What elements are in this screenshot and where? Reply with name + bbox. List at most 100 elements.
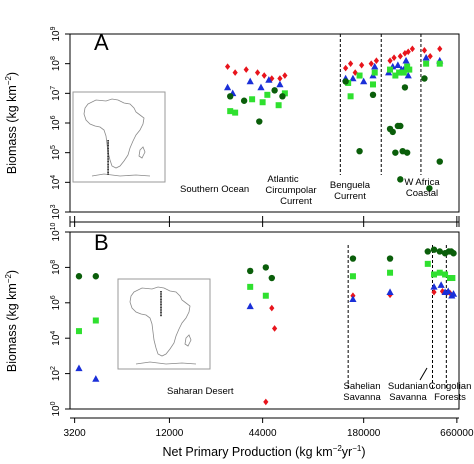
- data-point-birds-triangle: [246, 77, 254, 85]
- data-point-reptiles-square: [369, 81, 376, 88]
- data-point-fish-circle: [426, 185, 433, 192]
- data-point-mammals-diamond: [391, 54, 397, 62]
- transect-dot: [160, 303, 162, 305]
- transect-dot: [107, 168, 109, 170]
- data-point-reptiles-square: [396, 69, 403, 76]
- y-tick-label: 103: [50, 204, 62, 219]
- data-point-mammals-diamond: [352, 69, 358, 76]
- transect-dot: [107, 160, 109, 162]
- transect-dot: [107, 146, 109, 148]
- transect-dot: [160, 313, 162, 315]
- data-point-reptiles-square: [424, 260, 431, 267]
- transect-dot: [160, 307, 162, 309]
- data-point-reptiles-square: [92, 317, 99, 324]
- y-tick-label: 106: [50, 115, 62, 130]
- data-point-mammals-diamond: [224, 63, 231, 70]
- data-point-reptiles-square: [347, 93, 354, 100]
- data-point-fish-circle: [436, 158, 443, 165]
- data-point-mammals-diamond: [254, 69, 261, 76]
- data-point-fish-circle: [279, 93, 286, 100]
- x-tick-label: 12000: [156, 428, 184, 439]
- region-label-sudan-2: Savanna: [389, 392, 427, 403]
- panel-a-points: [223, 45, 444, 192]
- x-axis-label: Net Primary Production (kg km−2yr−1): [162, 444, 365, 459]
- panel-a-ylabel: Biomass (kg km−2): [4, 72, 19, 174]
- data-point-fish-circle: [262, 264, 270, 271]
- panel-b-inset-map: [117, 278, 211, 370]
- data-point-mammals-diamond: [343, 64, 349, 72]
- panel-b-yticks: 100 102 104 106 108 1010: [50, 222, 70, 417]
- data-point-fish-circle: [392, 149, 399, 156]
- data-point-fish-circle: [240, 97, 248, 104]
- x-tick-label: 180000: [347, 428, 381, 439]
- data-point-birds-triangle: [444, 287, 452, 295]
- data-point-birds-triangle: [449, 290, 458, 297]
- region-label-benguela-1: Benguela: [330, 180, 371, 191]
- y-tick-label: 109: [50, 26, 62, 41]
- y-tick-label: 108: [50, 56, 62, 71]
- data-point-birds-triangle: [402, 56, 410, 64]
- data-point-reptiles-square: [387, 66, 394, 73]
- transect-dot: [107, 154, 109, 156]
- panel-b-ylabel: Biomass (kg km−2): [4, 270, 19, 372]
- transect-dot: [107, 159, 109, 161]
- data-point-fish-circle: [227, 93, 234, 100]
- data-point-fish-circle: [349, 255, 357, 262]
- panel-a-boundaries: [339, 34, 422, 175]
- data-point-fish-circle: [421, 75, 428, 82]
- region-label-saharan: Saharan Desert: [167, 386, 234, 397]
- data-point-reptiles-square: [406, 66, 413, 73]
- transect-dot: [107, 148, 109, 150]
- transect-dot: [107, 162, 109, 164]
- data-point-reptiles-square: [232, 109, 239, 116]
- panel-b-boundaries: [347, 245, 447, 388]
- data-point-mammals-diamond: [263, 398, 269, 406]
- data-point-mammals-diamond: [282, 72, 288, 79]
- data-point-birds-triangle: [246, 302, 254, 310]
- data-point-mammals-diamond: [347, 60, 354, 67]
- region-label-sudan-1: Sudanian: [388, 381, 428, 392]
- panel-a-letter: A: [94, 30, 109, 55]
- transect-dot: [107, 170, 109, 172]
- data-point-reptiles-square: [259, 99, 266, 106]
- data-point-birds-triangle: [92, 375, 100, 382]
- x-tick-label: 44000: [249, 428, 277, 439]
- data-point-mammals-diamond: [243, 66, 249, 73]
- data-point-reptiles-square: [75, 328, 82, 335]
- data-point-mammals-diamond: [431, 288, 437, 296]
- data-point-reptiles-square: [392, 72, 399, 79]
- data-point-mammals-diamond: [373, 57, 380, 64]
- data-point-mammals-diamond: [409, 45, 415, 53]
- transect-dot: [107, 152, 109, 154]
- data-point-reptiles-square: [423, 60, 430, 67]
- data-point-mammals-diamond: [402, 49, 408, 57]
- y-tick-label: 104: [50, 175, 62, 190]
- y-tick-label: 106: [50, 295, 62, 310]
- panel-a-yticks: 103 104 105 106 107 108 109: [50, 26, 70, 220]
- data-point-reptiles-square: [400, 69, 407, 76]
- data-point-birds-triangle: [223, 83, 232, 91]
- transect-dot: [107, 143, 109, 145]
- transect-dot: [107, 157, 109, 159]
- region-label-sahel-2: Savanna: [343, 392, 381, 403]
- data-point-fish-circle: [397, 176, 404, 183]
- data-point-fish-circle: [271, 87, 278, 94]
- data-point-birds-triangle: [265, 76, 273, 83]
- data-point-birds-triangle: [422, 53, 430, 61]
- data-point-fish-circle: [92, 273, 100, 280]
- data-point-reptiles-square: [449, 275, 456, 282]
- transect-dot: [160, 299, 162, 301]
- x-axis-mid-ticks: [69, 216, 460, 227]
- transect-dot: [107, 156, 109, 158]
- data-point-reptiles-square: [387, 269, 394, 276]
- data-point-fish-circle: [403, 149, 411, 156]
- data-point-mammals-diamond: [397, 52, 403, 60]
- transect-dot: [107, 141, 109, 143]
- transect-dot: [160, 291, 162, 293]
- sudanian-pointer: [419, 367, 428, 381]
- region-label-benguela-2: Current: [334, 191, 366, 202]
- data-point-fish-circle: [75, 273, 83, 280]
- data-point-mammals-diamond: [261, 72, 267, 79]
- data-point-mammals-diamond: [269, 304, 275, 312]
- data-point-birds-triangle: [257, 83, 265, 91]
